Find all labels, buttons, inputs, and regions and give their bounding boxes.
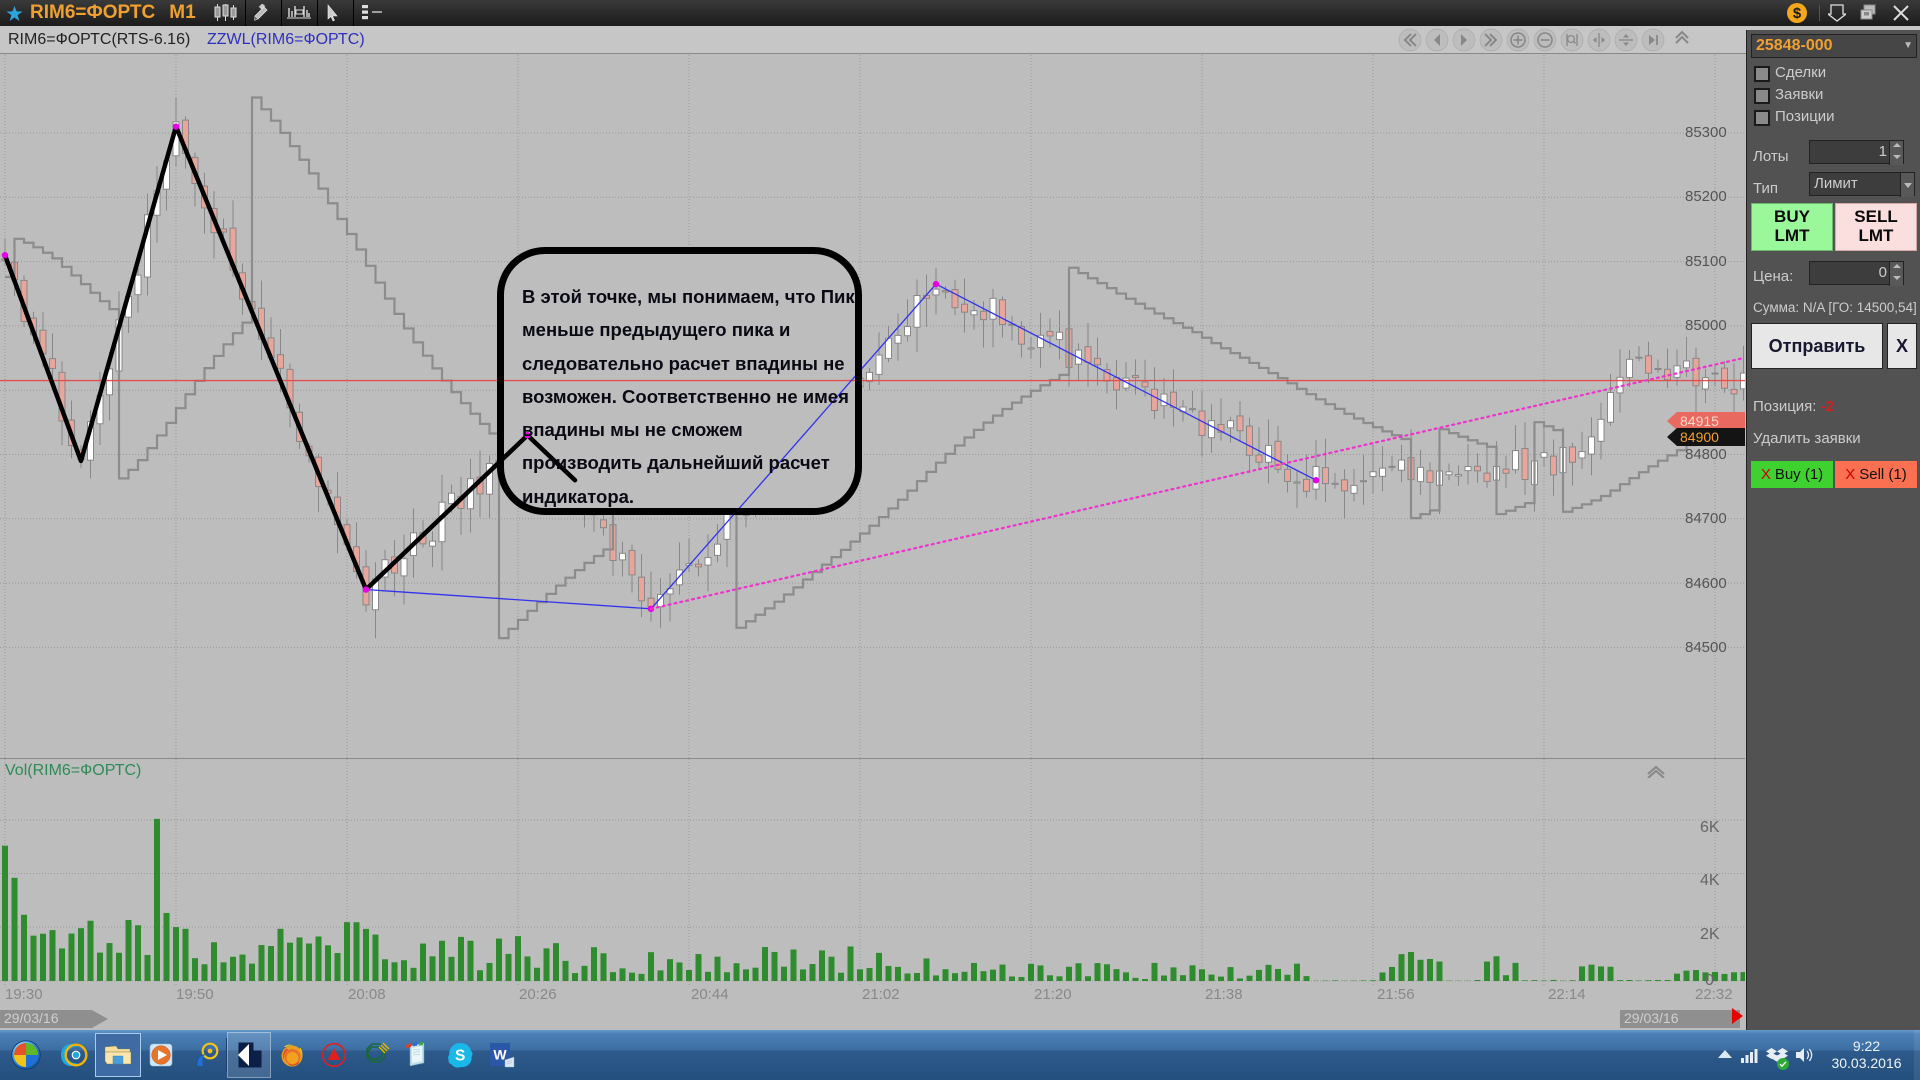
svg-text:$: $ xyxy=(1793,5,1802,22)
svg-text:S: S xyxy=(455,1047,465,1064)
